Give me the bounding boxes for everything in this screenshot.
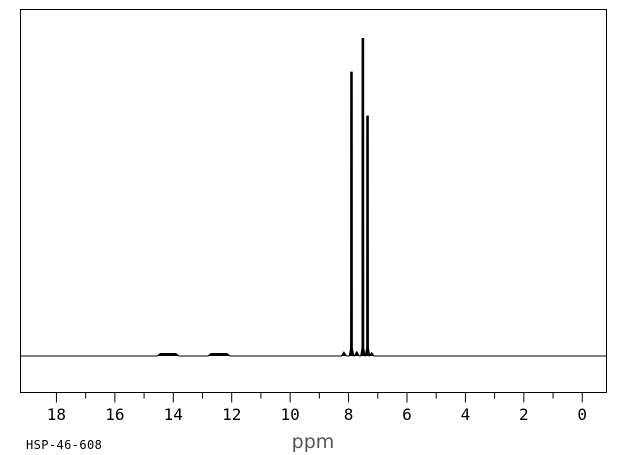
x-axis-tick-labels: 18 16 14 12 10 8 6 4 2 0 xyxy=(47,405,587,424)
x-axis-title: ppm xyxy=(291,431,335,453)
x-axis-tick-label: 6 xyxy=(402,405,412,424)
x-axis-tick-label: 0 xyxy=(577,405,587,424)
plot-frame xyxy=(20,9,607,393)
x-axis-tick-label: 12 xyxy=(222,405,241,424)
x-axis-tick-label: 10 xyxy=(280,405,299,424)
x-axis-tick-label: 14 xyxy=(164,405,183,424)
x-axis-tick-label: 18 xyxy=(47,405,66,424)
x-axis-ticks xyxy=(55,392,583,403)
spectrum-id-label: HSP-46-608 xyxy=(26,438,103,452)
x-axis-tick-label: 4 xyxy=(461,405,471,424)
spectrum-trace xyxy=(20,38,607,357)
x-axis-tick-label: 2 xyxy=(519,405,529,424)
x-axis-tick-label: 8 xyxy=(344,405,354,424)
x-axis-tick-label: 16 xyxy=(105,405,124,424)
